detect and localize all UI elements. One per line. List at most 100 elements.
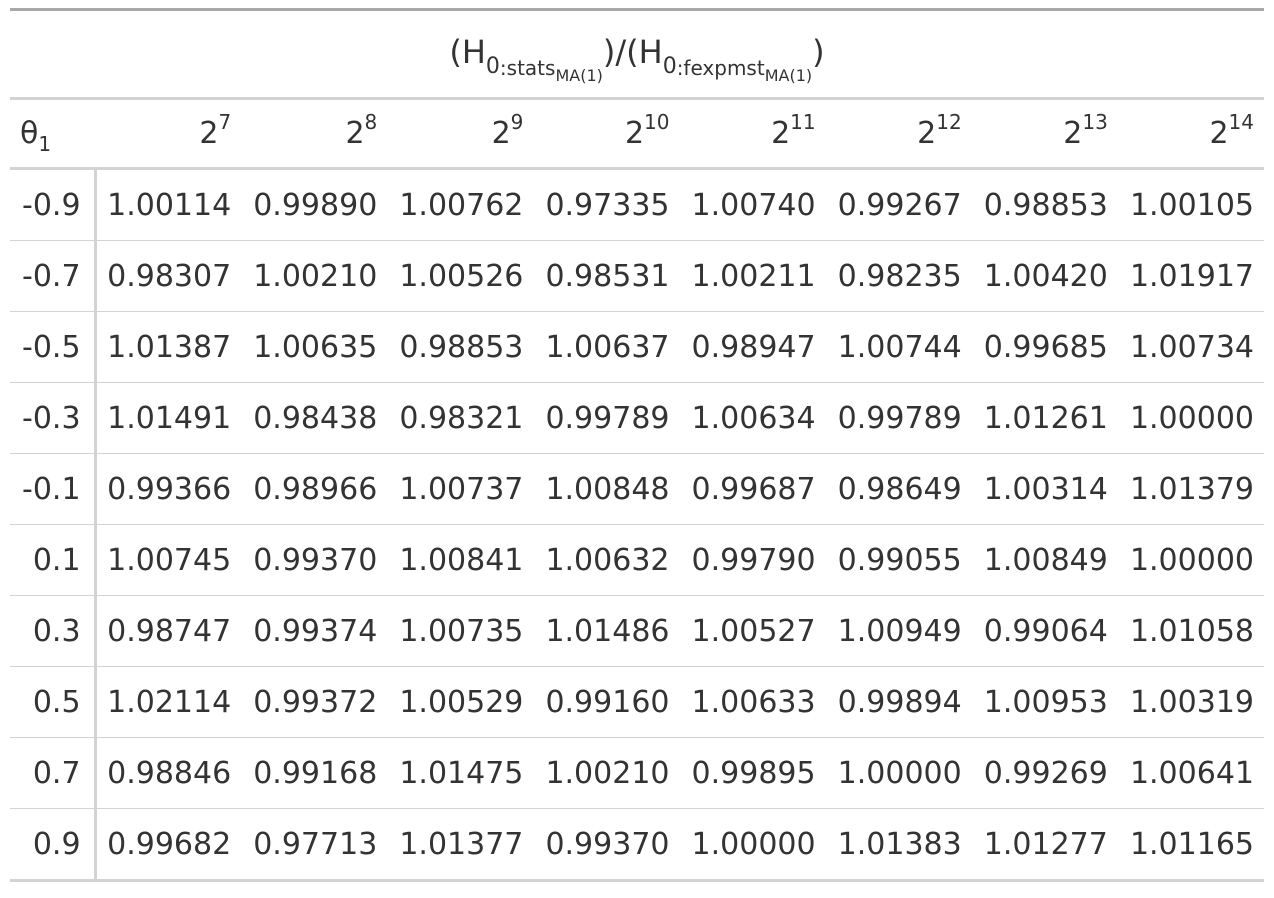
row-stub-theta: 0.7 <box>10 737 97 809</box>
table-cell: 1.00953 <box>971 666 1118 738</box>
table-cell: 0.98853 <box>387 311 534 383</box>
table-cell: 1.00737 <box>387 453 534 525</box>
row-stub-theta: -0.5 <box>10 311 97 383</box>
results-table: (H0:statsMA(1))/(H0:fexpmstMA(1)) θ1 27 2… <box>10 8 1264 882</box>
row-stub-theta: 0.1 <box>10 524 97 596</box>
row-stub-theta: -0.7 <box>10 240 97 312</box>
table-cell: 0.99894 <box>825 666 972 738</box>
table-cell: 0.99370 <box>241 524 388 596</box>
table-row: -0.9 1.00114 0.99890 1.00762 0.97335 1.00740 0… <box>10 168 1264 241</box>
table-cell: 0.98235 <box>825 240 972 312</box>
table-cell: 1.00420 <box>971 240 1118 312</box>
row-stub-theta: 0.3 <box>10 595 97 667</box>
table-cell: 0.98966 <box>241 453 388 525</box>
row-stub-theta: 0.5 <box>10 666 97 738</box>
table-cell: 0.99789 <box>825 382 972 454</box>
table-cell: 0.99055 <box>825 524 972 596</box>
column-header: 210 <box>533 98 680 170</box>
title-text: (H <box>449 32 486 71</box>
table-cell: 0.99267 <box>837 187 962 223</box>
table-cell: 0.98321 <box>387 382 534 454</box>
table-cell: 1.01379 <box>1117 453 1264 525</box>
table-cell: 0.99895 <box>679 737 826 809</box>
column-header: 212 <box>825 98 972 170</box>
table-body: -0.9 1.00114 0.99890 1.00762 0.97335 1.00740 0… <box>10 168 1264 882</box>
table-cell: 1.01277 <box>971 808 1118 882</box>
table-cell: 0.99789 <box>533 382 680 454</box>
table-cell: 0.99687 <box>679 453 826 525</box>
table-cell: 0.98307 <box>95 240 242 312</box>
table-cell: 0.97713 <box>241 808 388 882</box>
table-cell: 0.98853 <box>983 187 1108 223</box>
table-cell: 0.99064 <box>971 595 1118 667</box>
title-text: )/(H <box>602 32 663 71</box>
title-h-subscript: 0 <box>485 53 500 79</box>
table-cell: 1.01917 <box>1117 240 1264 312</box>
table-cell: 1.01475 <box>387 737 534 809</box>
table-cell: 1.00114 <box>107 187 232 223</box>
table-cell: 1.01383 <box>825 808 972 882</box>
table-cell: 0.99682 <box>95 808 242 882</box>
table-cell: 0.99685 <box>971 311 1118 383</box>
table-cell: 1.01058 <box>1117 595 1264 667</box>
table-cell: 0.98947 <box>679 311 826 383</box>
table-cell: 0.99366 <box>95 453 242 525</box>
row-stub-theta: -0.9 <box>10 168 97 241</box>
stub-header-subscript: 1 <box>38 132 52 156</box>
column-header-base: 2 <box>199 116 219 151</box>
table-cell: 1.00000 <box>679 808 826 882</box>
column-header-base: 2 <box>624 116 645 151</box>
stub-header: θ1 <box>10 98 96 170</box>
table-cell: 1.00632 <box>533 524 680 596</box>
column-header-exponent: 9 <box>510 110 524 134</box>
title-stat-name: :stats <box>499 55 556 80</box>
table-cell: 1.00210 <box>533 737 680 809</box>
table-cell: 0.98531 <box>533 240 680 312</box>
stub-header-symbol: θ <box>20 116 39 151</box>
table-cell: 1.01491 <box>95 382 242 454</box>
table-cell: 0.99269 <box>971 737 1118 809</box>
table-row: -0.1 0.99366 0.98966 1.00737 1.00848 0.99687 0… <box>10 453 1264 525</box>
table-cell: 0.99168 <box>241 737 388 809</box>
table-cell: 0.99790 <box>679 524 826 596</box>
column-header-exponent: 14 <box>1228 110 1254 134</box>
table-row: 0.3 0.98747 0.99374 1.00735 1.01486 1.00527 1.… <box>10 595 1264 667</box>
table-cell: 1.00740 <box>691 187 816 223</box>
title-text: ) <box>812 32 825 71</box>
table-cell: 1.01165 <box>1117 808 1264 882</box>
title-stat-name: :fexpmst <box>676 55 765 80</box>
column-header-base: 2 <box>491 116 511 151</box>
table-cell: 0.99374 <box>241 595 388 667</box>
table-cell: 1.00529 <box>387 666 534 738</box>
column-header-exponent: 8 <box>364 110 378 134</box>
table-row: -0.3 1.01491 0.98438 0.98321 0.99789 1.00634 0… <box>10 382 1264 454</box>
table-cell: 1.01486 <box>533 595 680 667</box>
table-cell: 1.00314 <box>971 453 1118 525</box>
table-cell: 0.99890 <box>253 187 378 223</box>
column-header: 214 <box>1117 98 1264 170</box>
table-cell: 1.00000 <box>1117 524 1264 596</box>
title-stat-subscript: MA(1) <box>555 65 603 85</box>
table-cell: 1.00734 <box>1117 311 1264 383</box>
table-row: 0.9 0.99682 0.97713 1.01377 0.99370 1.00000 1.… <box>10 808 1264 882</box>
title-stat-subscript: MA(1) <box>764 65 813 85</box>
column-header-exponent: 10 <box>644 110 670 134</box>
column-header-row: θ1 27 28 29 210 211 212 213 214 <box>10 98 1264 170</box>
table-cell: 0.98747 <box>95 595 242 667</box>
table-row: -0.7 0.98307 1.00210 1.00526 0.98531 1.00211 0… <box>10 240 1264 312</box>
table-cell: 1.01377 <box>387 808 534 882</box>
column-header-exponent: 7 <box>218 110 232 134</box>
table-cell: 0.99160 <box>533 666 680 738</box>
table-cell: 0.98846 <box>95 737 242 809</box>
column-header-base: 2 <box>1209 116 1229 151</box>
table-cell: 1.01387 <box>95 311 242 383</box>
table-cell: 1.00527 <box>679 595 826 667</box>
table-cell: 1.00762 <box>399 187 524 223</box>
table-cell: 0.99370 <box>533 808 680 882</box>
table-cell: 1.00745 <box>95 524 242 596</box>
table-row: -0.5 1.01387 1.00635 0.98853 1.00637 0.98947 1… <box>10 311 1264 383</box>
table-title-row: (H0:statsMA(1))/(H0:fexpmstMA(1)) <box>10 8 1264 100</box>
table-cell: 1.00210 <box>241 240 388 312</box>
results-table-container: (H0:statsMA(1))/(H0:fexpmstMA(1)) θ1 27 2… <box>10 8 1264 882</box>
column-header-base: 2 <box>1063 116 1083 151</box>
